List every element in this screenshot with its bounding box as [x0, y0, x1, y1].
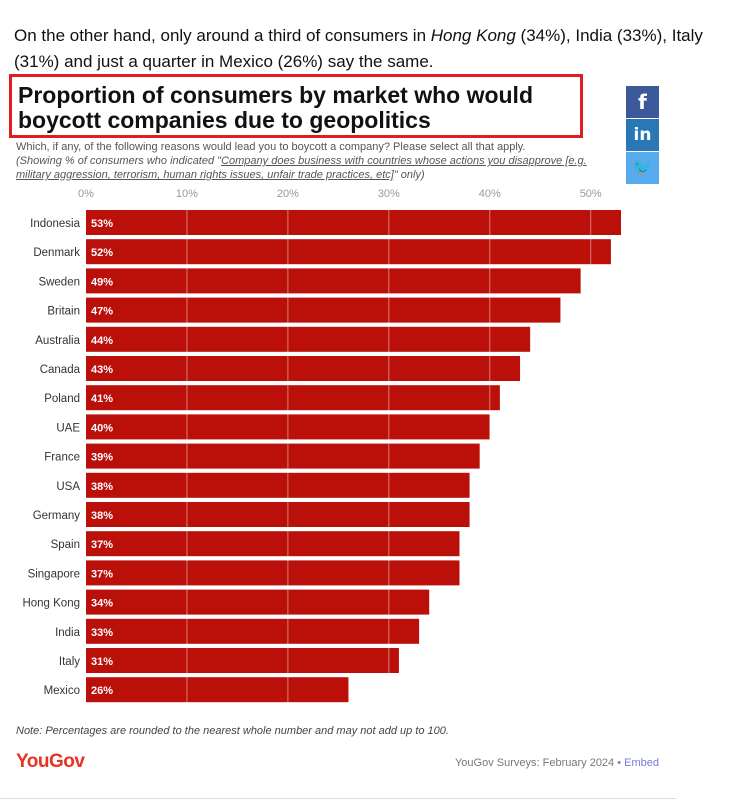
bar[interactable]: [86, 210, 621, 235]
showing-prefix: (Showing % of consumers who indicated ": [16, 155, 222, 167]
value-label: 47%: [91, 306, 113, 318]
category-label: Denmark: [33, 247, 80, 259]
bar[interactable]: [86, 618, 420, 644]
bar[interactable]: [86, 414, 490, 440]
intro-hong-kong: Hong Kong: [430, 26, 516, 45]
x-tick-label: 30%: [378, 188, 400, 200]
bar[interactable]: [86, 297, 561, 323]
value-label: 26%: [91, 685, 113, 697]
linkedin-share-icon[interactable]: in: [626, 119, 659, 151]
bar-chart: 0% 10% 20% 30% 40% 50% Indonesia 53% Denmark 52% S…: [22, 188, 621, 707]
chart-subtitle: Which, if any, of the following reasons …: [16, 140, 616, 182]
x-tick-label: 40%: [479, 188, 501, 200]
category-label: Italy: [59, 656, 80, 668]
bars-group: [86, 210, 621, 703]
category-label: Poland: [44, 393, 80, 405]
intro-text-1: On the other hand, only around a third o…: [14, 26, 431, 45]
survey-question: Which, if any, of the following reasons …: [16, 141, 526, 153]
category-label: Canada: [40, 364, 81, 376]
footnote: Note: Percentages are rounded to the nea…: [16, 725, 449, 737]
bar[interactable]: [86, 356, 521, 381]
labels-group: 0% 10% 20% 30% 40% 50% Indonesia 53% Denmark 52% S…: [22, 188, 601, 697]
x-tick-label: 20%: [277, 188, 299, 200]
value-label: 41%: [91, 393, 113, 405]
bar[interactable]: [86, 531, 460, 557]
bar[interactable]: [86, 443, 480, 469]
source-separator: •: [614, 757, 625, 769]
intro-paragraph: On the other hand, only around a third o…: [14, 23, 724, 75]
category-label: UAE: [56, 422, 80, 434]
x-tick-label: 10%: [176, 188, 198, 200]
bar[interactable]: [86, 560, 460, 586]
category-label: India: [55, 627, 81, 639]
category-label: Indonesia: [30, 218, 80, 230]
value-label: 33%: [91, 627, 113, 639]
value-label: 39%: [91, 452, 113, 464]
value-label: 44%: [91, 335, 113, 347]
bar[interactable]: [86, 268, 581, 294]
value-label: 52%: [91, 247, 113, 259]
value-label: 40%: [91, 422, 113, 434]
bar[interactable]: [86, 502, 470, 527]
category-label: Germany: [33, 510, 81, 522]
gridlines-group: [186, 208, 592, 707]
category-label: Australia: [35, 335, 80, 347]
bar[interactable]: [86, 648, 399, 673]
value-label: 37%: [91, 568, 113, 580]
answer-option: Company does business with countries who…: [16, 155, 587, 181]
value-label: 31%: [91, 656, 113, 668]
title-highlight-box: Proportion of consumers by market who wo…: [9, 74, 583, 138]
category-label: Sweden: [38, 276, 80, 288]
bar[interactable]: [86, 326, 531, 352]
yougov-logo[interactable]: YouGov: [16, 751, 85, 772]
value-label: 38%: [91, 481, 113, 493]
source-line: YouGov Surveys: February 2024 • Embed: [455, 757, 659, 769]
value-label: 34%: [91, 598, 113, 610]
intro-text-2: (34%), India (33%), Italy (31%) and just…: [14, 26, 703, 71]
twitter-share-icon[interactable]: 🐦: [626, 152, 659, 184]
category-label: Hong Kong: [22, 598, 80, 610]
facebook-share-icon[interactable]: f: [626, 86, 659, 118]
showing-suffix: " only): [393, 169, 425, 181]
bar[interactable]: [86, 472, 470, 498]
value-label: 38%: [91, 510, 113, 522]
bar[interactable]: [86, 677, 349, 703]
embed-link[interactable]: Embed: [624, 757, 659, 769]
category-label: Britain: [47, 306, 80, 318]
category-label: Spain: [51, 539, 80, 551]
source-text: YouGov Surveys: February 2024: [454, 757, 615, 769]
x-tick-label: 0%: [78, 188, 94, 200]
category-label: Singapore: [28, 568, 80, 580]
x-tick-label: 50%: [580, 188, 602, 200]
bar[interactable]: [86, 385, 500, 411]
category-label: USA: [56, 481, 80, 493]
value-label: 37%: [91, 539, 113, 551]
bar[interactable]: [86, 589, 430, 615]
chart-card: Proportion of consumers by market who wo…: [0, 70, 676, 799]
value-label: 53%: [91, 218, 113, 230]
value-label: 49%: [91, 276, 113, 288]
value-label: 43%: [91, 364, 113, 376]
bar[interactable]: [86, 239, 611, 265]
showing-note: (Showing % of consumers who indicated "C…: [16, 154, 616, 182]
category-label: France: [44, 452, 80, 464]
category-label: Mexico: [44, 685, 80, 697]
chart-title: Proportion of consumers by market who wo…: [18, 82, 533, 133]
